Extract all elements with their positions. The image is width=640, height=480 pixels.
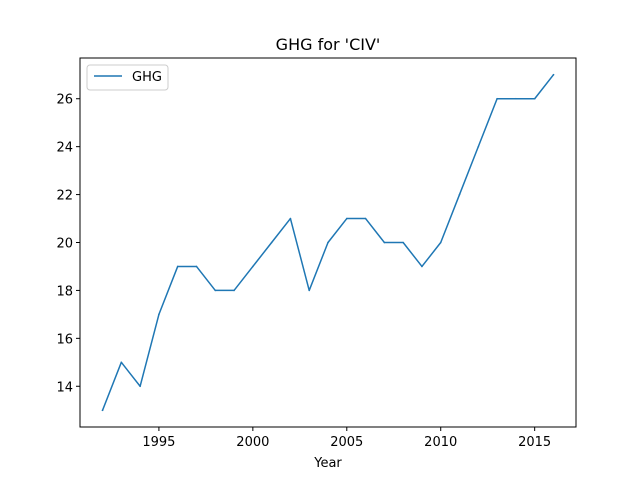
- legend-label-ghg: GHG: [132, 70, 162, 85]
- data-point-2008: [402, 241, 404, 244]
- plot-frame: [79, 57, 577, 428]
- data-point-2009: [421, 265, 423, 268]
- data-point-2007: [383, 241, 386, 244]
- x-tick-label-2000: 2000: [236, 435, 269, 450]
- chart-title: GHG for 'CIV': [276, 35, 381, 54]
- y-tick-label-24: 24: [56, 141, 73, 156]
- data-point-1994: [139, 385, 141, 388]
- series-group: [101, 73, 555, 412]
- x-axis-label: Year: [313, 456, 342, 471]
- data-point-1999: [233, 289, 235, 292]
- x-tick-label-2010: 2010: [424, 435, 457, 450]
- data-point-1993: [120, 361, 123, 364]
- x-tick-label-2015: 2015: [518, 435, 551, 450]
- y-axis: 14 16 18 20 22 24 26: [56, 93, 80, 395]
- y-tick-label-18: 18: [56, 284, 73, 299]
- y-tick-label-20: 20: [56, 237, 73, 252]
- x-tick-label-1995: 1995: [142, 435, 175, 450]
- x-axis: 1995 2000 2005 2010 2015: [142, 427, 551, 450]
- data-point-2004: [327, 241, 329, 244]
- data-point-2011: [458, 193, 461, 196]
- data-point-1996: [176, 265, 179, 268]
- y-tick-label-14: 14: [56, 380, 73, 395]
- data-point-2005: [345, 217, 348, 220]
- legend: GHG: [86, 64, 169, 91]
- y-tick-label-16: 16: [56, 332, 73, 347]
- x-tick-label-2005: 2005: [330, 435, 363, 450]
- data-point-2002: [289, 217, 292, 220]
- y-tick-label-26: 26: [56, 93, 73, 108]
- data-point-2003: [308, 289, 311, 292]
- data-point-2014: [515, 97, 517, 100]
- data-point-2013: [496, 97, 498, 100]
- data-point-2006: [364, 217, 367, 220]
- y-tick-label-22: 22: [56, 189, 73, 204]
- data-point-1992: [101, 409, 104, 412]
- data-point-2012: [477, 145, 480, 148]
- data-point-2000: [252, 265, 254, 268]
- data-point-1997: [195, 265, 198, 268]
- legend-box: [86, 64, 169, 91]
- data-point-2015: [533, 97, 536, 100]
- data-point-1998: [214, 289, 217, 292]
- data-point-2001: [270, 241, 273, 244]
- data-point-2016: [552, 73, 555, 76]
- data-point-2010: [439, 241, 442, 244]
- data-point-1995: [158, 313, 160, 316]
